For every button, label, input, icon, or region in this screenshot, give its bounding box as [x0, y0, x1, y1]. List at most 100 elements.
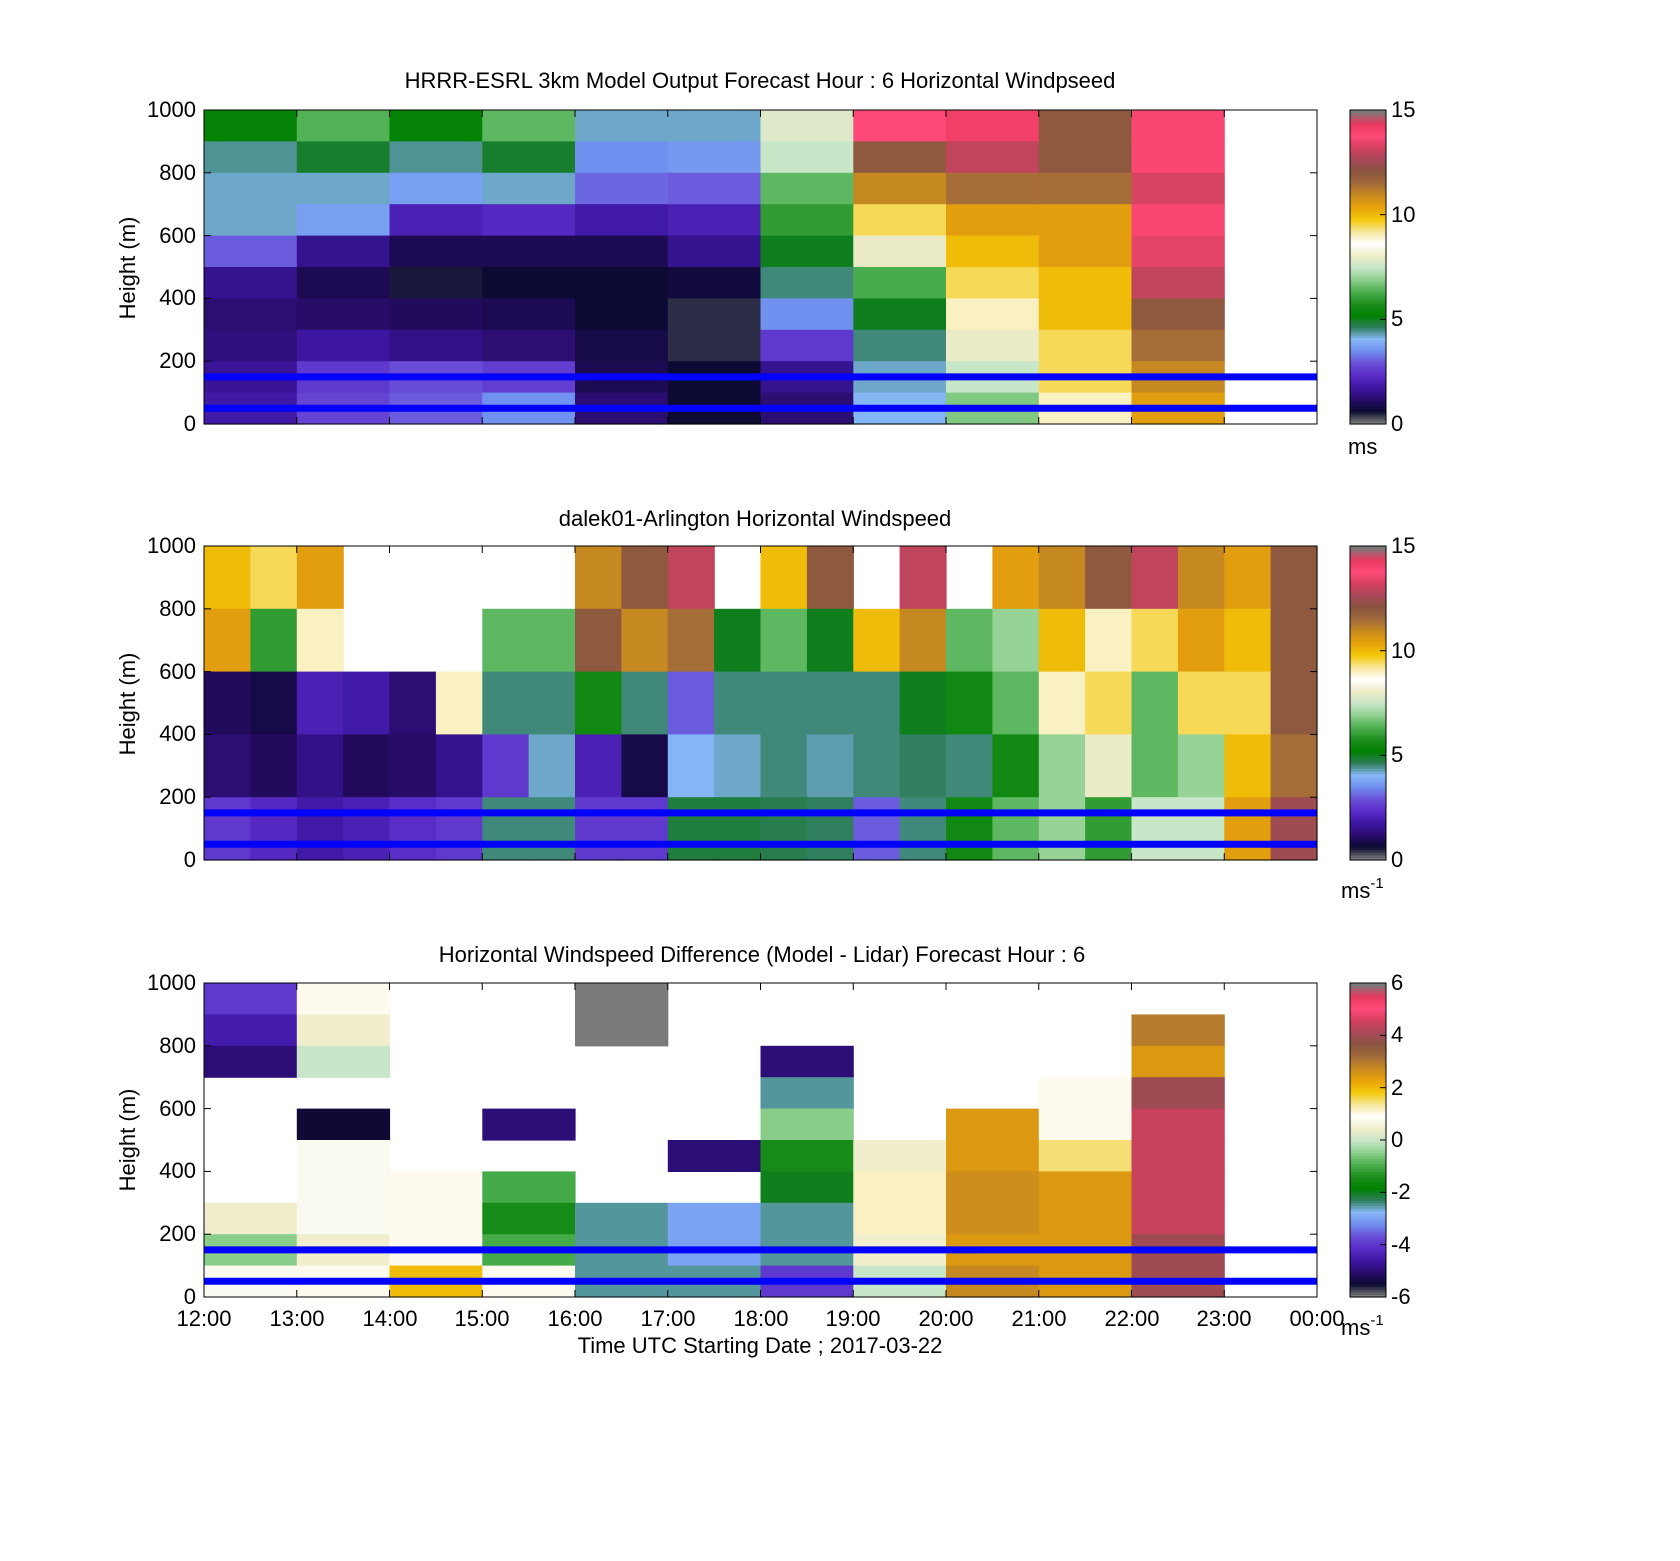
colorbar-segment — [1350, 653, 1386, 657]
y-axis-label: Height (m) — [115, 217, 140, 320]
heatmap-cell — [1038, 1108, 1133, 1141]
heatmap-cell — [853, 608, 901, 673]
colorbar-tick-label: -6 — [1391, 1284, 1411, 1309]
heatmap-cell — [575, 267, 669, 299]
heatmap-cell — [1270, 546, 1318, 610]
panel-model-output: HRRR-ESRL 3km Model Output Forecast Hour… — [115, 68, 1415, 459]
colorbar-segment — [1350, 705, 1386, 709]
colorbar-segment — [1350, 374, 1386, 378]
colorbar-segment — [1350, 201, 1386, 205]
colorbar-segment — [1350, 1291, 1386, 1295]
heatmap-cell — [250, 608, 298, 673]
heatmap-cell — [853, 734, 901, 798]
heatmap-cell — [204, 608, 251, 673]
colorbar-segment — [1350, 587, 1386, 592]
colorbar-segment — [1350, 1069, 1386, 1073]
colorbar — [1349, 545, 1387, 861]
colorbar-segment — [1350, 546, 1386, 550]
colorbar-segment — [1350, 1082, 1386, 1086]
colorbar-segment — [1350, 191, 1386, 195]
colorbar-unit: ms-1 — [1341, 875, 1384, 903]
colorbar-segment — [1350, 1226, 1386, 1230]
colorbar-segment — [1350, 1262, 1386, 1267]
colorbar-segment — [1350, 1030, 1386, 1034]
heatmap-cell — [1224, 671, 1272, 735]
colorbar-segment — [1350, 295, 1386, 299]
heatmap-cell — [853, 797, 901, 861]
heatmap-cell — [296, 1014, 391, 1047]
colorbar-segment — [1350, 395, 1386, 399]
colorbar-segment — [1350, 400, 1386, 404]
heatmap-cell — [204, 983, 298, 1015]
colorbar-segment — [1350, 1289, 1386, 1293]
colorbar-segment — [1350, 710, 1386, 715]
heatmap-cell — [760, 734, 808, 798]
heatmap-cell — [296, 983, 391, 1015]
x-tick-marks — [203, 545, 1318, 861]
heatmap-cells — [204, 110, 1225, 425]
heatmap-cell — [1038, 235, 1133, 268]
heatmap-cell — [296, 1045, 391, 1078]
heatmap-cell — [946, 734, 993, 798]
heatmap-cell — [760, 1045, 854, 1078]
colorbar-segment — [1350, 1126, 1386, 1131]
heatmap-cell — [1085, 608, 1133, 673]
heatmap-cell — [760, 172, 854, 205]
colorbar-segment — [1350, 805, 1386, 809]
y-ticks: 0 200 400 600 800 1000 — [147, 97, 196, 436]
heatmap-cell — [667, 546, 715, 610]
colorbar-segment — [1350, 149, 1386, 153]
colorbar-segment — [1350, 366, 1386, 370]
colorbar-segment — [1350, 629, 1386, 633]
heatmap-cell — [946, 172, 1040, 205]
y-tick-label: 600 — [159, 1096, 196, 1121]
colorbar-tick-labels: -6 -4 -2 0 2 4 6 — [1391, 970, 1411, 1309]
heatmap-cell — [482, 141, 576, 174]
heatmap-cell — [853, 110, 947, 142]
heatmap-cell — [204, 797, 251, 861]
heatmap-cell — [946, 141, 1040, 174]
colorbar-segment — [1350, 640, 1386, 644]
heatmap-cell — [204, 141, 298, 174]
heatmap-cell — [1038, 172, 1133, 205]
colorbar-segment — [1350, 744, 1386, 749]
heatmap-cell — [853, 141, 947, 174]
colorbar-segment — [1350, 1134, 1386, 1138]
heatmap-cell — [714, 797, 762, 861]
colorbar-segment — [1350, 831, 1386, 835]
heatmap-cell — [204, 235, 298, 268]
heatmap-cell — [296, 110, 391, 142]
colorbar-segment — [1350, 1095, 1386, 1099]
colorbar-segment — [1350, 1079, 1386, 1084]
heatmap-cell — [389, 204, 483, 237]
heatmap-cell — [1131, 1108, 1225, 1141]
heatmap-cell — [853, 267, 947, 299]
heatmap-cell — [667, 671, 715, 735]
colorbar-segment — [1350, 1210, 1386, 1214]
colorbar-segment — [1350, 141, 1386, 145]
heatmap-cell — [296, 172, 391, 205]
colorbar-segment — [1350, 585, 1386, 589]
heatmap-cell — [667, 329, 762, 362]
colorbar-segment — [1350, 209, 1386, 213]
heatmap-cell — [714, 671, 762, 735]
colorbar-segment — [1350, 624, 1386, 628]
heatmap-cell — [1177, 608, 1225, 673]
heatmap-cell — [1085, 797, 1133, 861]
colorbar-segment — [1350, 363, 1386, 368]
heatmap-cell — [760, 1202, 854, 1235]
colorbar-segment — [1350, 1098, 1386, 1102]
colorbar-tick-label: -2 — [1391, 1179, 1411, 1204]
y-tick-label: 0 — [184, 411, 196, 436]
colorbar-segment — [1350, 650, 1386, 654]
heatmap-cell — [992, 671, 1040, 735]
heatmap-cell — [296, 235, 391, 268]
heatmap-cell — [482, 671, 530, 735]
colorbar-tick-label: 6 — [1391, 970, 1403, 995]
heatmap-cell — [992, 546, 1040, 610]
heatmap-cell — [1270, 734, 1318, 798]
heatmap-cell — [296, 608, 344, 673]
colorbar-segment — [1350, 274, 1386, 279]
x-tick-label: 22:00 — [1104, 1306, 1159, 1331]
colorbar-segment — [1350, 269, 1386, 273]
